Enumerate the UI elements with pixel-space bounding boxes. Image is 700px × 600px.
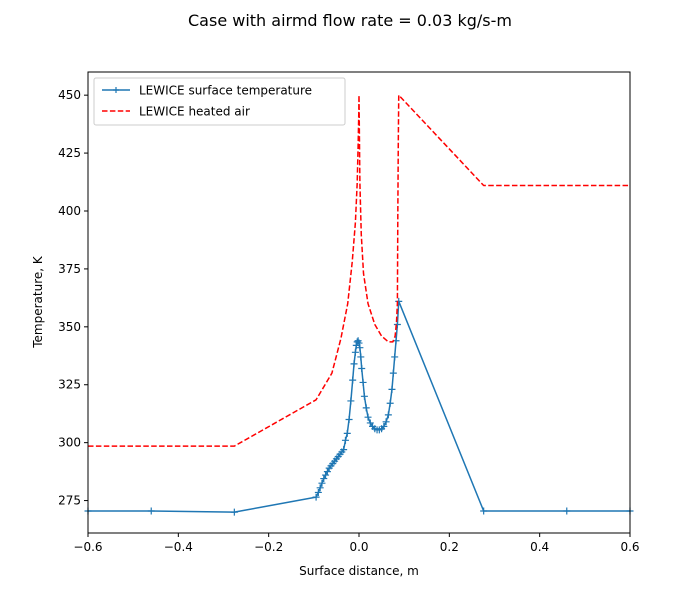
x-tick-label: −0.4 bbox=[164, 540, 193, 554]
legend: LEWICE surface temperature LEWICE heated… bbox=[93, 77, 346, 126]
data-point-marker bbox=[357, 353, 365, 361]
data-point-marker bbox=[356, 344, 364, 352]
data-point-marker bbox=[312, 493, 320, 501]
data-point-marker bbox=[355, 339, 363, 347]
data-point-marker bbox=[391, 353, 399, 361]
data-point-marker bbox=[340, 446, 348, 454]
data-point-marker bbox=[395, 297, 403, 305]
x-tick-label: 0.4 bbox=[530, 540, 549, 554]
chart-title: Case with airmd flow rate = 0.03 kg/s-m bbox=[188, 11, 512, 30]
y-axis-label: Temperature, K bbox=[31, 255, 45, 349]
data-point-marker bbox=[388, 385, 396, 393]
data-point-marker bbox=[345, 415, 353, 423]
series-layer bbox=[84, 94, 634, 516]
x-tick-label: 0.6 bbox=[620, 540, 639, 554]
data-point-marker bbox=[358, 365, 366, 373]
y-tick-label: 300 bbox=[58, 436, 81, 450]
legend-box bbox=[93, 77, 346, 126]
y-tick-label: 350 bbox=[58, 320, 81, 334]
y-tick-label: 325 bbox=[58, 378, 81, 392]
data-point-marker bbox=[351, 348, 359, 356]
data-point-marker bbox=[384, 411, 392, 419]
data-point-marker bbox=[386, 399, 394, 407]
data-point-marker bbox=[318, 479, 326, 487]
data-point-marker bbox=[343, 429, 351, 437]
data-point-marker bbox=[364, 413, 372, 421]
data-point-marker bbox=[314, 488, 322, 496]
y-tick-label: 425 bbox=[58, 146, 81, 160]
legend-marker-plus-icon bbox=[113, 87, 119, 93]
y-tick-label: 275 bbox=[58, 494, 81, 508]
data-point-marker bbox=[347, 397, 355, 405]
data-point-marker bbox=[230, 508, 238, 516]
legend-label-heated-air: LEWICE heated air bbox=[139, 105, 250, 119]
y-tick-label: 375 bbox=[58, 262, 81, 276]
data-point-marker bbox=[563, 507, 571, 515]
plot-frame bbox=[87, 71, 631, 534]
data-point-marker bbox=[341, 436, 349, 444]
data-point-marker bbox=[380, 422, 388, 430]
x-axis-label: Surface distance, m bbox=[299, 564, 419, 578]
series-line-heated-air bbox=[88, 94, 630, 447]
data-point-marker bbox=[350, 360, 358, 368]
data-point-marker bbox=[147, 507, 155, 515]
axes-layer: −0.6 −0.4 −0.2 0.0 0.2 0.4 0.6 275 300 325 350 375 4… bbox=[58, 88, 639, 554]
x-tick-label: 0.2 bbox=[440, 540, 459, 554]
x-tick-label: 0.0 bbox=[349, 540, 368, 554]
data-point-marker bbox=[389, 369, 397, 377]
data-point-marker bbox=[316, 484, 324, 492]
x-tick-label: −0.2 bbox=[254, 540, 283, 554]
y-tick-label: 450 bbox=[58, 88, 81, 102]
y-tick-label: 400 bbox=[58, 204, 81, 218]
x-tick-label: −0.6 bbox=[73, 540, 102, 554]
data-point-marker bbox=[360, 392, 368, 400]
data-point-marker bbox=[359, 378, 367, 386]
data-point-marker bbox=[393, 321, 401, 329]
data-point-marker bbox=[349, 376, 357, 384]
data-point-marker bbox=[480, 507, 488, 515]
legend-label-surface-temperature: LEWICE surface temperature bbox=[139, 84, 312, 98]
data-point-marker bbox=[382, 418, 390, 426]
data-point-marker bbox=[362, 404, 370, 412]
